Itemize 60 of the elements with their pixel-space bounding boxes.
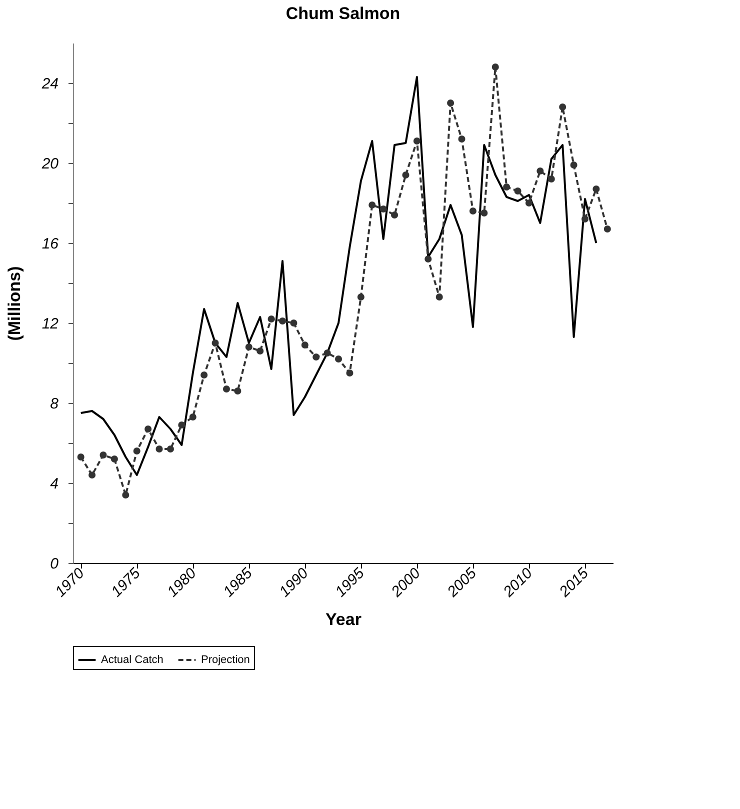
point — [133, 447, 140, 455]
y-tick-label: 20 — [40, 156, 60, 172]
point — [413, 137, 420, 145]
point — [368, 201, 376, 209]
point — [278, 317, 286, 325]
y-tick-label: 16 — [42, 236, 60, 252]
point — [380, 205, 387, 213]
point — [290, 319, 298, 327]
point — [88, 471, 96, 479]
y-tick-label: 24 — [40, 76, 58, 92]
point — [581, 215, 589, 223]
point — [514, 187, 522, 195]
point — [447, 99, 454, 107]
point — [391, 211, 398, 219]
point — [144, 425, 152, 433]
y-tick-label: 4 — [50, 476, 58, 492]
point — [469, 207, 476, 215]
chart-title: Chum Salmon — [286, 4, 400, 23]
point — [525, 199, 533, 207]
point — [334, 355, 342, 363]
point — [77, 453, 84, 461]
point — [301, 341, 308, 349]
point — [110, 455, 118, 463]
point — [189, 413, 196, 421]
legend-label: Actual Catch — [101, 654, 164, 666]
point — [268, 315, 275, 323]
point — [424, 255, 432, 263]
point — [570, 161, 578, 169]
point — [346, 369, 354, 377]
point — [436, 293, 443, 301]
point — [548, 175, 555, 183]
point — [222, 385, 230, 393]
point — [178, 421, 186, 429]
point — [166, 445, 174, 453]
point — [200, 371, 208, 379]
point — [402, 171, 410, 179]
point — [234, 387, 242, 395]
point — [245, 343, 252, 351]
y-tick-label: 12 — [42, 316, 60, 332]
point — [458, 135, 466, 143]
legend-label: Projection — [201, 654, 250, 666]
point — [559, 103, 566, 111]
y-tick-label: 0 — [50, 556, 60, 572]
y-axis-title: (Millions) — [4, 266, 24, 341]
point — [604, 225, 611, 233]
point — [324, 349, 331, 357]
point — [503, 183, 510, 191]
point — [357, 293, 364, 301]
x-axis-title: Year — [326, 610, 362, 629]
point — [536, 167, 544, 175]
point — [480, 209, 488, 217]
point — [256, 347, 264, 355]
point — [592, 185, 600, 193]
point — [312, 353, 320, 361]
point — [156, 445, 163, 453]
y-tick-label: 8 — [50, 396, 60, 412]
point — [212, 339, 219, 347]
point — [122, 491, 130, 499]
point — [492, 63, 499, 71]
point — [100, 451, 107, 459]
